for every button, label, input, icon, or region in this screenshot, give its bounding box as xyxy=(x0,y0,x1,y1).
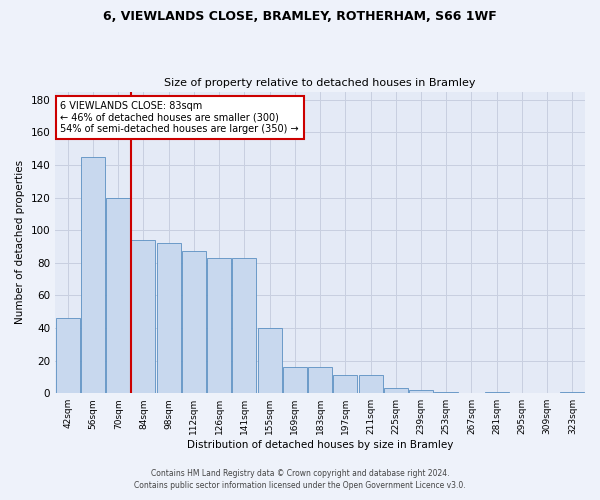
Bar xyxy=(157,243,181,393)
Bar xyxy=(182,252,206,393)
X-axis label: Distribution of detached houses by size in Bramley: Distribution of detached houses by size … xyxy=(187,440,453,450)
Text: 6, VIEWLANDS CLOSE, BRAMLEY, ROTHERHAM, S66 1WF: 6, VIEWLANDS CLOSE, BRAMLEY, ROTHERHAM, … xyxy=(103,10,497,23)
Bar xyxy=(257,328,281,393)
Bar xyxy=(560,392,584,393)
Bar xyxy=(207,258,231,393)
Bar xyxy=(359,376,383,393)
Text: 6 VIEWLANDS CLOSE: 83sqm
← 46% of detached houses are smaller (300)
54% of semi-: 6 VIEWLANDS CLOSE: 83sqm ← 46% of detach… xyxy=(61,100,299,134)
Y-axis label: Number of detached properties: Number of detached properties xyxy=(15,160,25,324)
Bar xyxy=(485,392,509,393)
Bar xyxy=(283,367,307,393)
Bar xyxy=(106,198,130,393)
Title: Size of property relative to detached houses in Bramley: Size of property relative to detached ho… xyxy=(164,78,476,88)
Bar xyxy=(232,258,256,393)
Text: Contains HM Land Registry data © Crown copyright and database right 2024.
Contai: Contains HM Land Registry data © Crown c… xyxy=(134,468,466,490)
Bar xyxy=(334,376,357,393)
Bar xyxy=(384,388,408,393)
Bar xyxy=(81,157,105,393)
Bar xyxy=(308,367,332,393)
Bar xyxy=(56,318,80,393)
Bar xyxy=(409,390,433,393)
Bar xyxy=(434,392,458,393)
Bar xyxy=(131,240,155,393)
